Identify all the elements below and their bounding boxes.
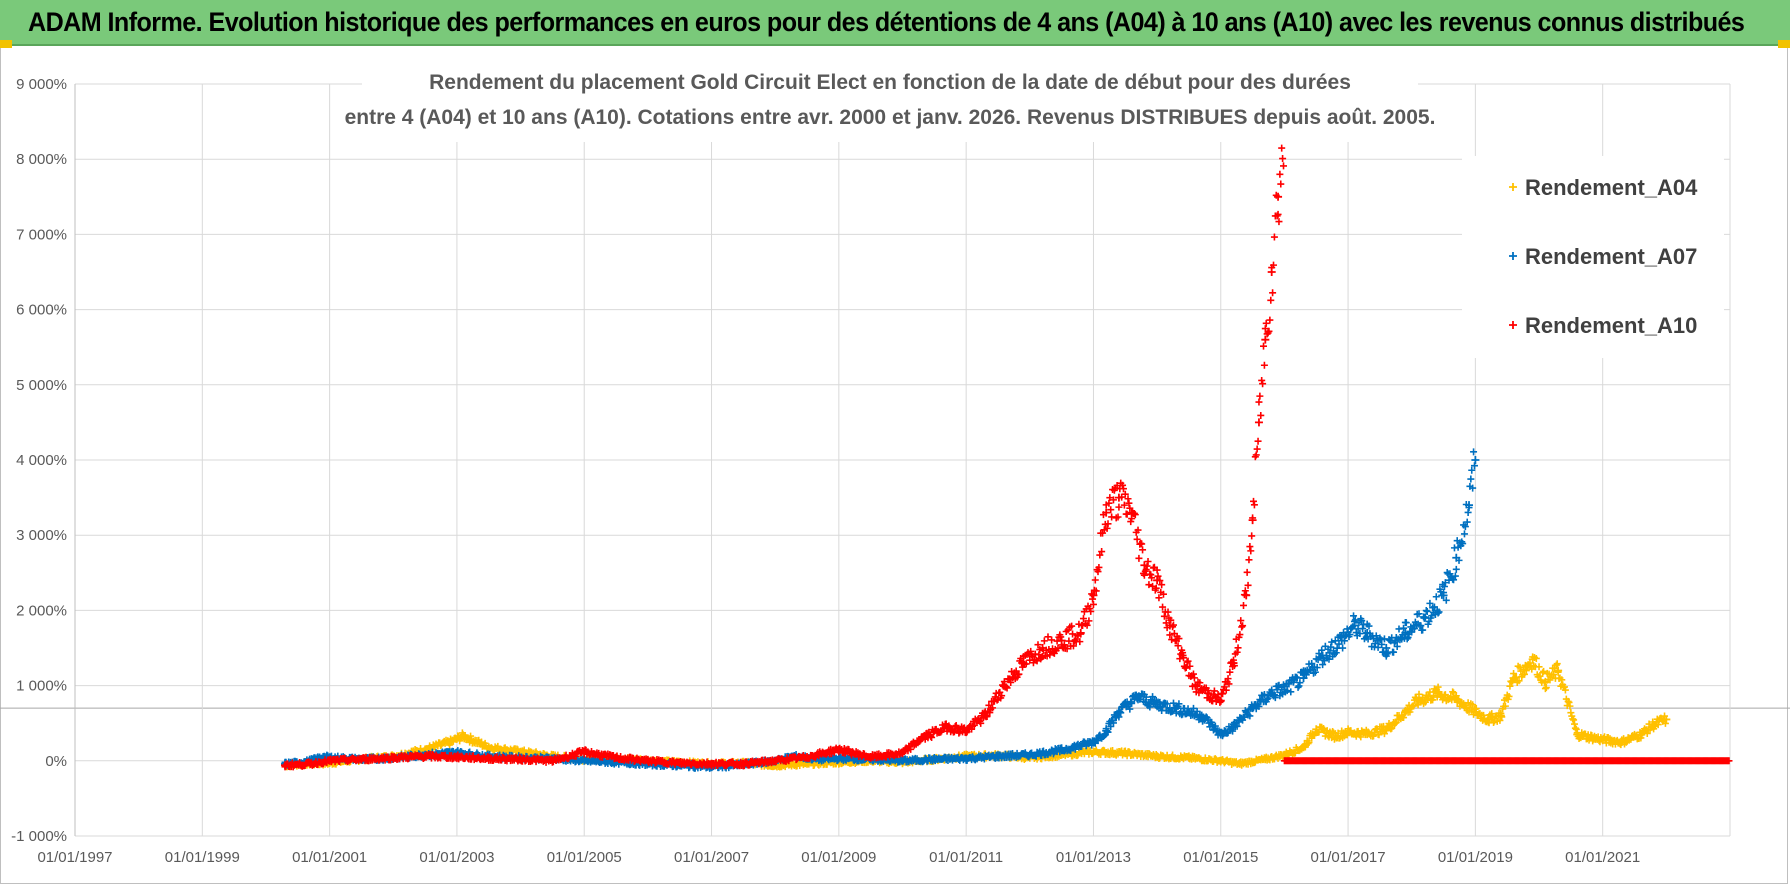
legend-marker — [1509, 252, 1517, 260]
data-point — [1261, 335, 1270, 344]
banner: ADAM Informe. Evolution historique des p… — [0, 0, 1790, 46]
x-tick-label: 01/01/2019 — [1438, 849, 1513, 866]
x-tick-label: 01/01/2009 — [801, 849, 876, 866]
y-tick-label: 9 000% — [16, 76, 67, 93]
x-axis-ticks: 01/01/1997 01/01/1999 01/01/2001 01/01/2003… — [37, 849, 1640, 866]
chart-points — [281, 132, 1733, 772]
banner-corner-left — [0, 40, 12, 48]
y-tick-label: -1 000% — [11, 828, 67, 845]
y-tick-label: 6 000% — [16, 302, 67, 319]
data-point — [1274, 192, 1283, 201]
data-point — [1254, 418, 1263, 427]
y-axis-ticks: -1 000% 0% 1 000% 2 000% 3 000% 4 000% 5 000% 6… — [11, 76, 67, 845]
y-tick-label: 3 000% — [16, 527, 67, 544]
y-tick-label: 7 000% — [16, 226, 67, 243]
data-point — [1382, 644, 1391, 652]
x-tick-label: 01/01/2011 — [929, 849, 1003, 866]
x-tick-label: 01/01/2017 — [1311, 849, 1386, 866]
legend-marker — [1509, 183, 1517, 191]
data-point — [1471, 456, 1480, 464]
legend-label: Rendement_A07 — [1525, 244, 1697, 269]
x-tick-label: 01/01/2001 — [292, 849, 367, 866]
legend-label: Rendement_A10 — [1525, 313, 1697, 338]
data-point — [1089, 591, 1098, 600]
y-tick-label: 0% — [45, 753, 67, 770]
x-tick-label: 01/01/1999 — [165, 849, 240, 866]
x-tick-label: 01/01/1997 — [37, 849, 112, 866]
x-tick-label: 01/01/2013 — [1056, 849, 1131, 866]
legend-marker — [1509, 321, 1517, 329]
series-Rendement_A10-flat — [1280, 757, 1733, 765]
y-tick-label: 5 000% — [16, 377, 67, 394]
banner-title: ADAM Informe. Evolution historique des p… — [28, 7, 1745, 37]
y-tick-label: 1 000% — [16, 678, 67, 695]
x-tick-label: 01/01/2003 — [419, 849, 494, 866]
legend-label: Rendement_A04 — [1525, 175, 1698, 200]
chart-title-line-2: entre 4 (A04) et 10 ans (A10). Cotations… — [345, 106, 1436, 129]
chart-title-line-1: Rendement du placement Gold Circuit Elec… — [429, 71, 1351, 94]
x-tick-label: 01/01/2007 — [674, 849, 749, 866]
chart-title-box: Rendement du placement Gold Circuit Elec… — [345, 58, 1436, 142]
y-tick-label: 8 000% — [16, 151, 67, 168]
y-tick-label: 2 000% — [16, 602, 67, 619]
x-tick-label: 01/01/2021 — [1565, 849, 1640, 866]
banner-corner-right — [1778, 40, 1790, 48]
series-Rendement_A10 — [281, 132, 1289, 771]
chart-legend: Rendement_A04 Rendement_A07 Rendement_A10 — [1462, 156, 1724, 358]
x-tick-label: 01/01/2005 — [547, 849, 622, 866]
y-tick-label: 4 000% — [16, 452, 67, 469]
x-tick-label: 01/01/2015 — [1183, 849, 1258, 866]
